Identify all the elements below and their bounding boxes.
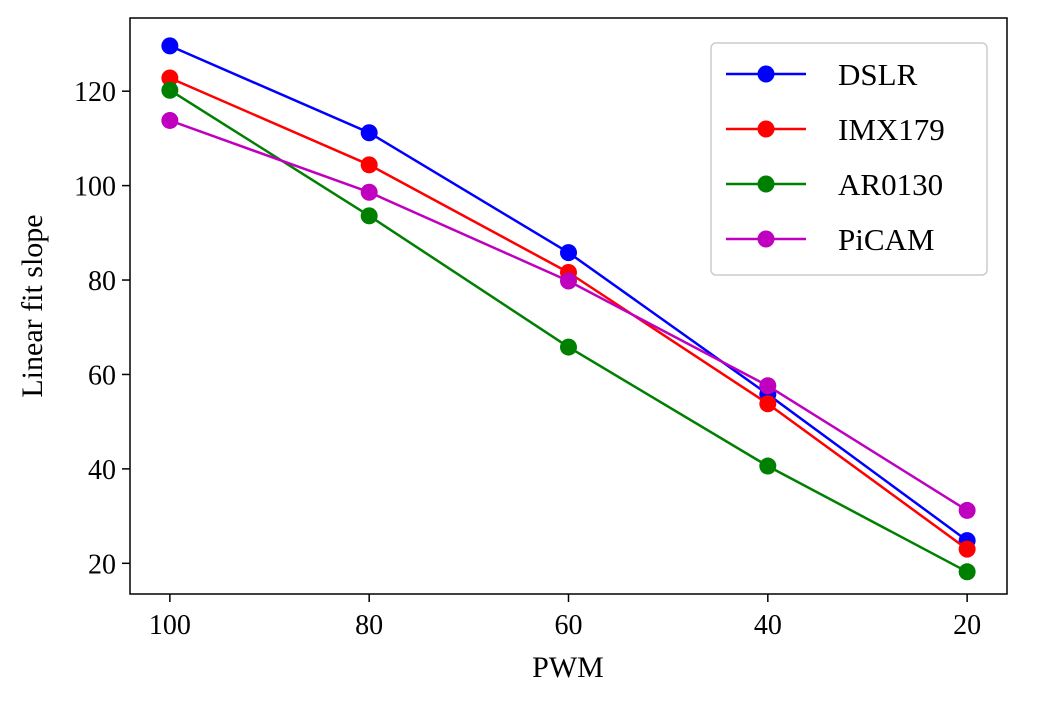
y-axis: 20 40 60 80 100 120: [74, 77, 130, 580]
data-point-dslr: [360, 124, 378, 142]
legend-box: [710, 42, 988, 276]
x-tick-label: 100: [149, 610, 191, 641]
data-point-ar0130: [360, 207, 378, 225]
y-tick-label: 120: [74, 77, 116, 108]
legend-label-imx179: IMX179: [838, 112, 945, 147]
legend-label-picam: PiCAM: [838, 222, 934, 257]
y-tick-label: 40: [88, 455, 116, 486]
data-point-ar0130: [161, 81, 179, 99]
x-tick-label: 80: [355, 610, 383, 641]
x-tick-label: 60: [555, 610, 583, 641]
y-tick-label: 100: [74, 172, 116, 203]
data-point-imx179: [958, 540, 976, 558]
x-axis: 100 80 60 40 20: [149, 594, 981, 641]
y-tick-label: 20: [88, 549, 116, 580]
legend-marker-imx179: [757, 120, 775, 138]
data-point-ar0130: [958, 563, 976, 581]
data-point-imx179: [759, 395, 777, 413]
series-layer: [161, 37, 976, 581]
y-tick-label: 60: [88, 360, 116, 391]
x-axis-label: PWM: [532, 651, 604, 684]
x-tick-label: 40: [754, 610, 782, 641]
data-point-picam: [360, 183, 378, 201]
x-tick-label: 20: [953, 610, 981, 641]
data-point-imx179: [360, 156, 378, 174]
legend-marker-picam: [757, 230, 775, 248]
data-point-picam: [958, 501, 976, 519]
y-tick-label: 80: [88, 266, 116, 297]
data-point-picam: [161, 111, 179, 129]
data-point-picam: [759, 377, 777, 395]
legend-marker-ar0130: [757, 175, 775, 193]
legend-marker-dslr: [757, 65, 775, 83]
data-point-dslr: [161, 37, 179, 55]
data-point-ar0130: [560, 338, 577, 356]
y-axis-label: Linear fit slope: [16, 214, 49, 397]
legend-label-ar0130: AR0130: [838, 167, 943, 202]
data-point-picam: [560, 272, 577, 290]
data-point-dslr: [560, 244, 577, 262]
data-point-ar0130: [759, 457, 777, 475]
legend-label-dslr: DSLR: [838, 57, 918, 92]
data-point-imx179: [161, 69, 179, 87]
legend: DSLR IMX179 AR0130 PiCAM: [710, 42, 988, 276]
